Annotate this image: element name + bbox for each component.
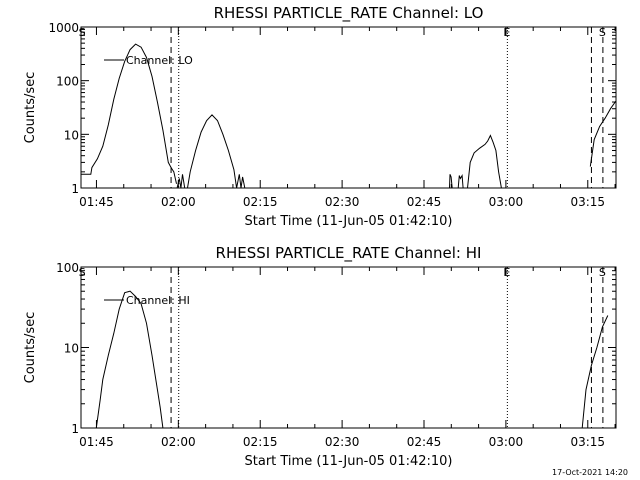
- series-line: [589, 100, 616, 167]
- series-line: [187, 114, 246, 188]
- y-tick-label: 10: [64, 342, 79, 356]
- time-marker-label: S: [599, 26, 606, 39]
- series-line: [81, 43, 177, 184]
- x-tick-label: 02:45: [407, 195, 442, 209]
- chart-title: RHESSI PARTICLE_RATE Channel: LO: [214, 4, 484, 23]
- x-tick-label: 01:45: [79, 435, 114, 449]
- series-group: [81, 43, 616, 188]
- lo-channel-panel: RHESSI PARTICLE_RATE Channel: LO Counts/s…: [23, 4, 617, 229]
- x-tick-label: 02:00: [161, 195, 196, 209]
- x-tick-label: 02:15: [243, 195, 278, 209]
- y-axis-label: Counts/sec: [23, 312, 38, 384]
- chart-title: RHESSI PARTICLE_RATE Channel: HI: [216, 244, 482, 263]
- x-tick-label: 02:15: [243, 435, 278, 449]
- x-axis-label: Start Time (11-Jun-05 01:42:10): [245, 454, 453, 469]
- y-tick-label: 100: [56, 261, 79, 275]
- series-group: [95, 290, 609, 428]
- plot-frame: [80, 26, 617, 189]
- y-tick-label: 10: [64, 128, 79, 142]
- x-tick-label: 02:45: [407, 435, 442, 449]
- footer-timestamp: 17-Oct-2021 14:20: [552, 468, 628, 477]
- time-marker-label: E: [503, 266, 510, 279]
- x-tick-label: 03:15: [570, 435, 605, 449]
- x-axis-label: Start Time (11-Jun-05 01:42:10): [245, 214, 453, 229]
- x-tick-label: 01:45: [79, 195, 114, 209]
- time-marker-label: E: [503, 26, 510, 39]
- x-tick-label: 02:00: [161, 435, 196, 449]
- y-tick-label: 100: [56, 75, 79, 89]
- series-line: [467, 134, 502, 188]
- series-line: [95, 290, 164, 428]
- x-tick-label: 03:00: [489, 435, 524, 449]
- series-line: [581, 315, 609, 428]
- y-tick-label: 1: [71, 182, 79, 196]
- y-axis-label: Counts/sec: [23, 72, 38, 144]
- time-marker-label: S: [79, 26, 86, 39]
- series-line: [457, 173, 464, 188]
- y-tick-label: 1000: [48, 21, 79, 35]
- series-line: [449, 174, 453, 188]
- series-line: [176, 174, 186, 188]
- x-tick-label: 03:15: [570, 195, 605, 209]
- x-tick-label: 03:00: [489, 195, 524, 209]
- legend-label: Channel: HI: [126, 294, 190, 307]
- x-tick-label: 02:30: [325, 195, 360, 209]
- time-marker-label: S: [79, 266, 86, 279]
- plot-frame: [80, 266, 617, 429]
- legend-label: Channel: LO: [126, 54, 193, 67]
- hi-channel-panel: RHESSI PARTICLE_RATE Channel: HI Counts/s…: [23, 244, 617, 469]
- y-tick-label: 1: [71, 422, 79, 436]
- x-tick-label: 02:30: [325, 435, 360, 449]
- time-marker-label: S: [599, 266, 606, 279]
